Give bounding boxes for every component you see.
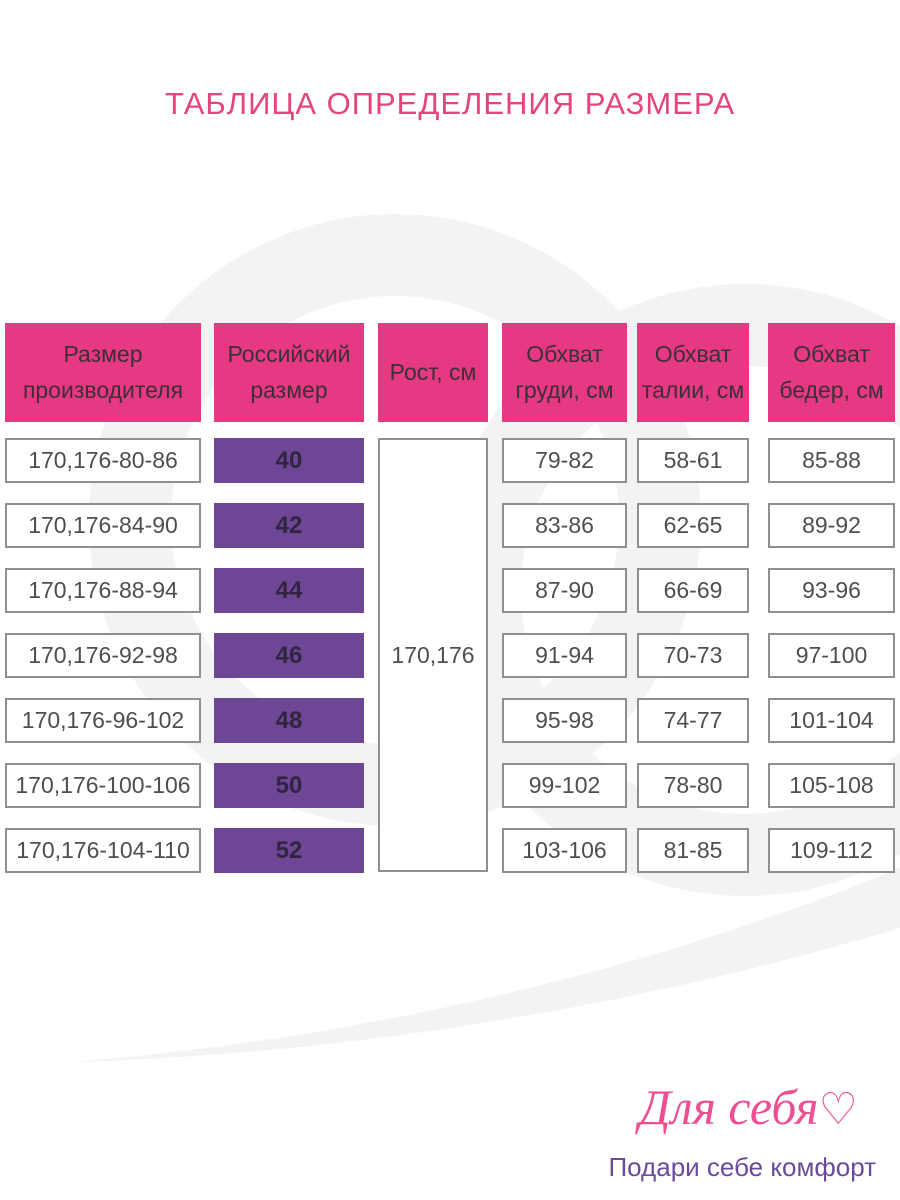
table-cell: 66-69 xyxy=(637,568,749,613)
column-waist: Обхват талии, см 58-61 62-65 66-69 70-73… xyxy=(637,323,749,893)
height-merged-cell: 170,176 xyxy=(378,438,488,872)
column-russian-size: Российский размер 40 42 44 46 48 50 52 xyxy=(214,323,364,893)
column-chest: Обхват груди, см 79-82 83-86 87-90 91-94… xyxy=(502,323,627,893)
header-hips: Обхват бедер, см xyxy=(768,323,895,422)
table-cell: 70-73 xyxy=(637,633,749,678)
table-cell: 74-77 xyxy=(637,698,749,743)
russian-size-cell: 44 xyxy=(214,568,364,613)
brand-name: Для себя xyxy=(638,1079,819,1135)
table-cell: 89-92 xyxy=(768,503,895,548)
heart-icon: ♡ xyxy=(818,1085,858,1134)
table-cell: 97-100 xyxy=(768,633,895,678)
russian-size-cell: 52 xyxy=(214,828,364,873)
table-cell: 95-98 xyxy=(502,698,627,743)
table-cell: 170,176-100-106 xyxy=(5,763,201,808)
table-cell: 79-82 xyxy=(502,438,627,483)
table-cell: 62-65 xyxy=(637,503,749,548)
russian-size-cell: 42 xyxy=(214,503,364,548)
header-russian-size: Российский размер xyxy=(214,323,364,422)
header-height: Рост, см xyxy=(378,323,488,422)
header-manufacturer-size: Размер производителя xyxy=(5,323,201,422)
russian-size-cell: 48 xyxy=(214,698,364,743)
table-cell: 105-108 xyxy=(768,763,895,808)
table-cell: 170,176-80-86 xyxy=(5,438,201,483)
table-cell: 93-96 xyxy=(768,568,895,613)
column-height: Рост, см 170,176 xyxy=(378,323,488,892)
russian-size-cell: 46 xyxy=(214,633,364,678)
table-cell: 101-104 xyxy=(768,698,895,743)
table-cell: 170,176-88-94 xyxy=(5,568,201,613)
brand-logo: Для себя♡ xyxy=(639,1078,858,1136)
table-cell: 87-90 xyxy=(502,568,627,613)
table-cell: 99-102 xyxy=(502,763,627,808)
table-cell: 170,176-84-90 xyxy=(5,503,201,548)
russian-size-cell: 50 xyxy=(214,763,364,808)
table-cell: 85-88 xyxy=(768,438,895,483)
header-chest: Обхват груди, см xyxy=(502,323,627,422)
table-cell: 109-112 xyxy=(768,828,895,873)
table-cell: 58-61 xyxy=(637,438,749,483)
header-waist: Обхват талии, см xyxy=(637,323,749,422)
table-cell: 170,176-96-102 xyxy=(5,698,201,743)
table-cell: 81-85 xyxy=(637,828,749,873)
column-hips: Обхват бедер, см 85-88 89-92 93-96 97-10… xyxy=(768,323,895,893)
table-cell: 103-106 xyxy=(502,828,627,873)
table-cell: 78-80 xyxy=(637,763,749,808)
table-cell: 83-86 xyxy=(502,503,627,548)
table-cell: 170,176-104-110 xyxy=(5,828,201,873)
table-cell: 170,176-92-98 xyxy=(5,633,201,678)
page-title: ТАБЛИЦА ОПРЕДЕЛЕНИЯ РАЗМЕРА xyxy=(164,86,736,121)
brand-tagline: Подари себе комфорт xyxy=(608,1152,876,1182)
table-cell: 91-94 xyxy=(502,633,627,678)
column-manufacturer-size: Размер производителя 170,176-80-86 170,1… xyxy=(5,323,201,893)
russian-size-cell: 40 xyxy=(214,438,364,483)
